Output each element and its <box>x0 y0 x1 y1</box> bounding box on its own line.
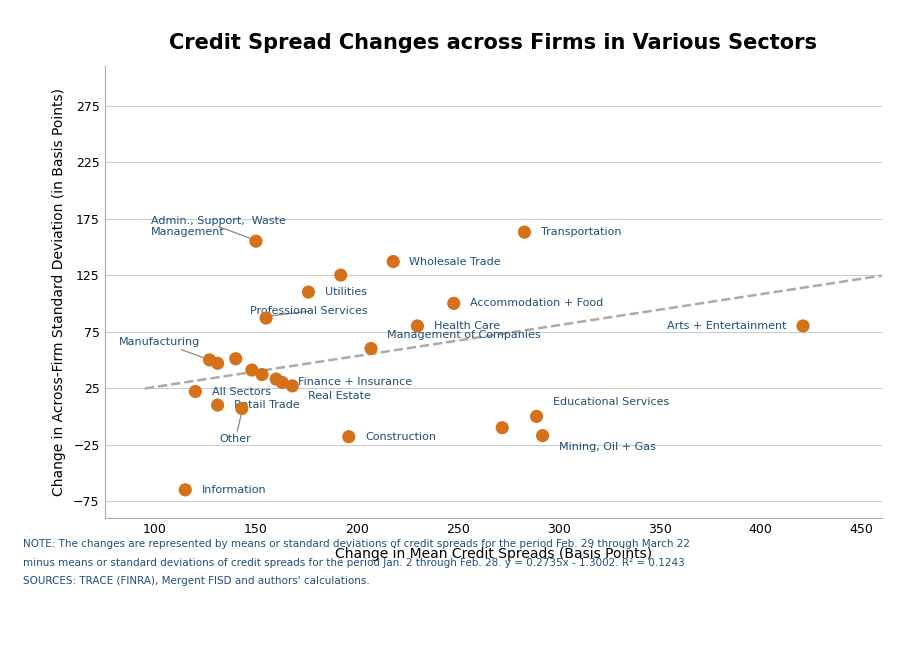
Point <box>386 256 401 267</box>
Text: Professional Services: Professional Services <box>250 306 367 317</box>
Text: Admin., Support,  Waste
Management: Admin., Support, Waste Management <box>151 216 285 239</box>
Text: L: L <box>286 619 298 636</box>
Point <box>255 370 269 380</box>
Text: Utilities: Utilities <box>325 287 366 297</box>
Text: Other: Other <box>220 412 252 444</box>
Text: NOTE: The changes are represented by means or standard deviations of credit spre: NOTE: The changes are represented by mea… <box>23 539 690 549</box>
Point <box>259 313 274 323</box>
Point <box>494 422 509 433</box>
Point <box>210 400 225 411</box>
Text: Arts + Entertainment: Arts + Entertainment <box>667 321 787 331</box>
Point <box>275 378 289 388</box>
Text: Manufacturing: Manufacturing <box>119 337 204 358</box>
Title: Credit Spread Changes across Firms in Various Sectors: Credit Spread Changes across Firms in Va… <box>169 34 817 53</box>
Point <box>210 358 225 368</box>
Text: Retail Trade: Retail Trade <box>234 400 299 410</box>
Point <box>285 381 300 391</box>
Text: ANK: ANK <box>177 621 214 634</box>
Text: Construction: Construction <box>365 432 436 442</box>
Point <box>235 403 249 414</box>
Text: Mining, Oil + Gas: Mining, Oil + Gas <box>559 442 655 452</box>
Point <box>245 365 259 376</box>
Point <box>410 321 425 331</box>
Text: R: R <box>85 619 98 636</box>
Text: Finance + Insurance: Finance + Insurance <box>298 378 413 387</box>
Text: OUIS: OUIS <box>297 621 335 634</box>
Point <box>188 386 203 397</box>
Text: S: S <box>249 619 267 636</box>
Point <box>301 286 315 297</box>
X-axis label: Change in Mean Credit Spreads (Basis Points): Change in Mean Credit Spreads (Basis Poi… <box>335 547 652 561</box>
Text: of: of <box>222 620 236 634</box>
Point <box>342 432 356 442</box>
Text: B: B <box>166 619 181 636</box>
Text: SOURCES: TRACE (FINRA), Mergent FISD and authors' calculations.: SOURCES: TRACE (FINRA), Mergent FISD and… <box>23 576 369 585</box>
Point <box>334 270 348 280</box>
Text: T.: T. <box>265 621 282 634</box>
Text: Information: Information <box>202 485 266 495</box>
Point <box>269 374 284 384</box>
Text: Management of Companies: Management of Companies <box>387 330 541 340</box>
Point <box>535 430 550 441</box>
Point <box>529 411 544 422</box>
Text: F: F <box>16 619 28 636</box>
Point <box>249 236 264 246</box>
Point <box>178 484 193 495</box>
Text: Educational Services: Educational Services <box>553 397 669 407</box>
Text: Transportation: Transportation <box>541 227 621 237</box>
Text: minus means or standard deviations of credit spreads for the period Jan. 2 throu: minus means or standard deviations of cr… <box>23 558 684 568</box>
Text: Real Estate: Real Estate <box>308 391 371 401</box>
Point <box>228 354 243 364</box>
Text: ESERVE: ESERVE <box>95 621 157 634</box>
Text: Accommodation + Food: Accommodation + Food <box>470 298 604 308</box>
Point <box>446 298 461 309</box>
Text: Health Care: Health Care <box>434 321 500 331</box>
Point <box>364 343 378 354</box>
Point <box>795 321 810 331</box>
Point <box>202 354 216 365</box>
Point <box>517 227 532 238</box>
Text: EDERAL: EDERAL <box>27 621 90 634</box>
Y-axis label: Change in Across-Firm Standard Deviation (in Basis Points): Change in Across-Firm Standard Deviation… <box>52 88 66 496</box>
Text: Wholesale Trade: Wholesale Trade <box>409 257 501 267</box>
Text: All Sectors: All Sectors <box>212 387 271 397</box>
